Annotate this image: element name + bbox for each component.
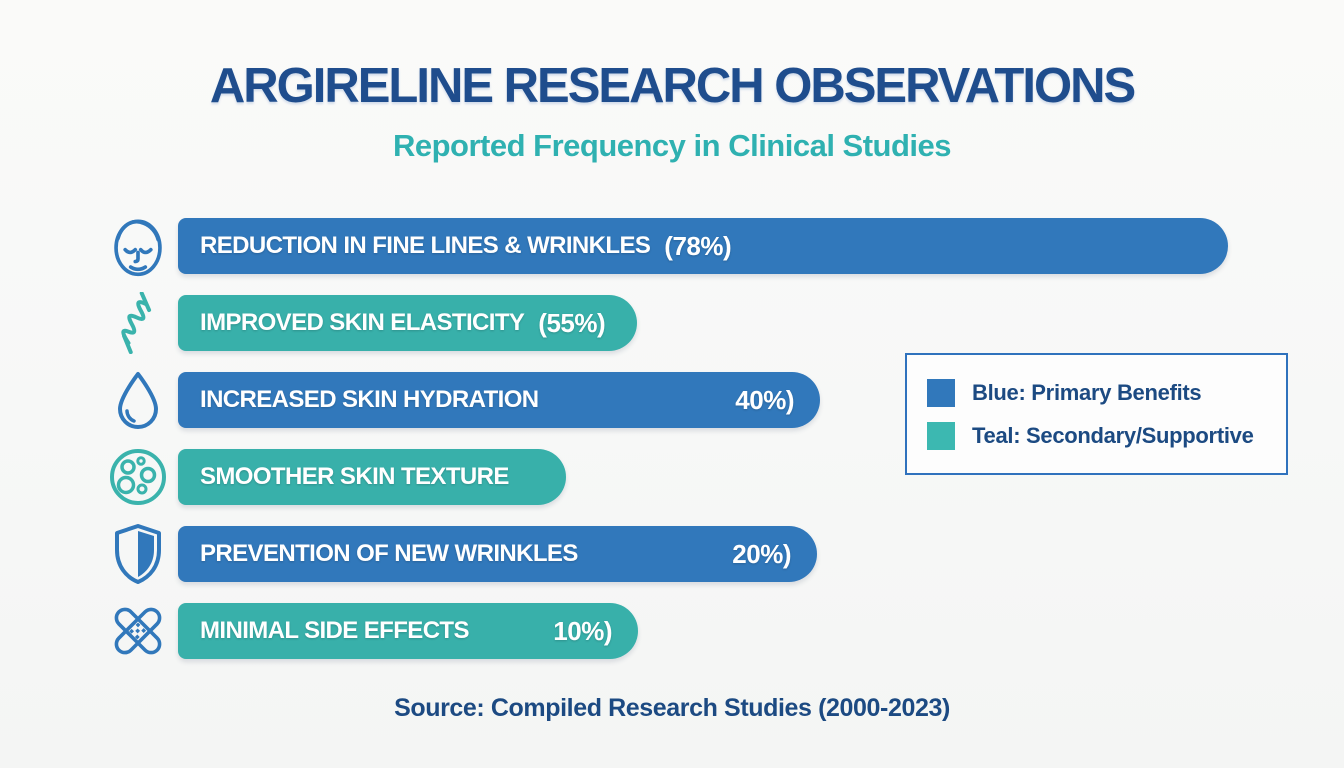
bar-row: INCREASED SKIN HYDRATION 40%) (102, 372, 820, 429)
bar-label: MINIMAL SIDE EFFECTS (200, 617, 470, 644)
bar-row: SMOOTHER SKIN TEXTURE (102, 449, 566, 505)
legend-swatch-blue (927, 378, 955, 407)
benefit-bar: PREVENTION OF NEW WRINKLES 20%) (178, 526, 817, 582)
bar-label: IMPROVED SKIN ELASTICITY (200, 309, 525, 336)
benefit-bar: IMPROVED SKIN ELASTICITY (55%) (178, 295, 637, 351)
bar-label: PREVENTION OF NEW WRINKLES (200, 540, 578, 567)
face-icon (102, 214, 174, 278)
bar-percent: (55%) (538, 307, 606, 338)
bar-row: REDUCTION IN FINE LINES & WRINKLES (78%) (102, 218, 1228, 277)
shield-icon (102, 522, 174, 586)
bar-percent: (78%) (664, 230, 732, 261)
legend-item: Blue: Primary Benefits (927, 378, 1266, 407)
bar-percent: 40%) (735, 384, 794, 415)
benefit-bar: MINIMAL SIDE EFFECTS 10%) (178, 603, 638, 659)
bar-percent: 10%) (553, 615, 612, 646)
source-note: Source: Compiled Research Studies (2000-… (394, 694, 950, 722)
legend-swatch-teal (927, 421, 955, 450)
bar-row: PREVENTION OF NEW WRINKLES 20%) (102, 524, 817, 584)
legend-label: Blue: Primary Benefits (972, 379, 1202, 405)
legend: Blue: Primary Benefits Teal: Secondary/S… (905, 353, 1288, 475)
bar-row: MINIMAL SIDE EFFECTS 10%) (102, 603, 638, 659)
bar-label: REDUCTION IN FINE LINES & WRINKLES (200, 232, 651, 259)
bar-row: IMPROVED SKIN ELASTICITY (55%) (102, 292, 637, 354)
benefit-bar: SMOOTHER SKIN TEXTURE (178, 449, 566, 505)
legend-item: Teal: Secondary/Supportive (927, 421, 1266, 450)
droplet-icon (102, 368, 174, 432)
page-title: ARGIRELINE RESEARCH OBSERVATIONS (209, 59, 1136, 113)
bar-percent: 20%) (732, 538, 791, 569)
page-subtitle: Reported Frequency in Clinical Studies (392, 128, 952, 163)
bar-label: INCREASED SKIN HYDRATION (200, 386, 539, 413)
benefit-bar: INCREASED SKIN HYDRATION 40%) (178, 372, 820, 428)
bar-label: SMOOTHER SKIN TEXTURE (200, 463, 509, 490)
legend-label: Teal: Secondary/Supportive (972, 422, 1254, 448)
benefit-bar: REDUCTION IN FINE LINES & WRINKLES (78%) (178, 218, 1228, 274)
spring-icon (102, 291, 174, 355)
bandage-icon (102, 599, 174, 663)
texture-cells-icon (102, 445, 174, 509)
